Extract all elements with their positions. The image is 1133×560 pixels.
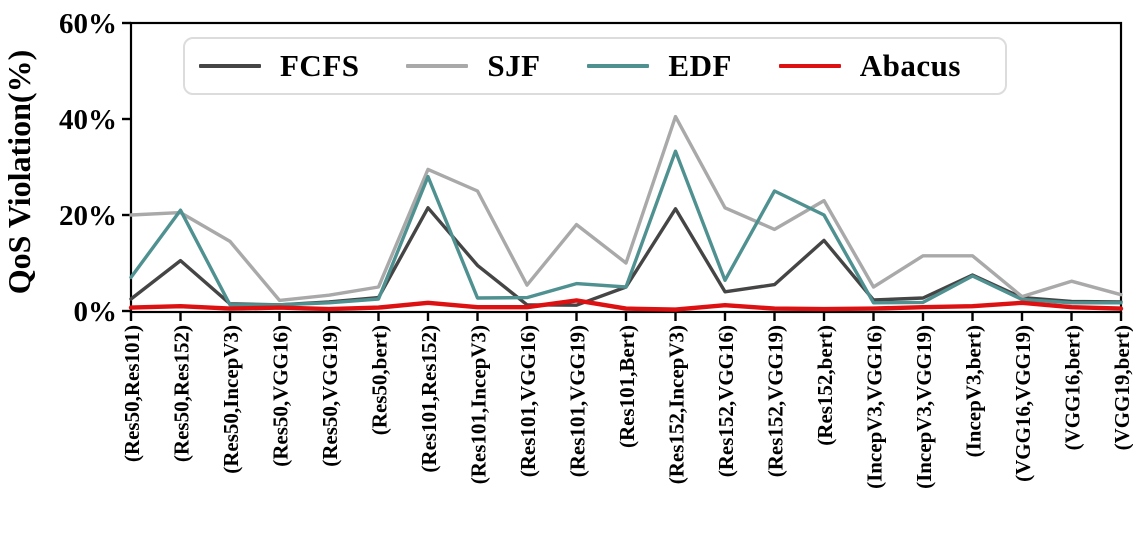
- series-line-edf: [129, 149, 1123, 307]
- x-tick-label: (Res50,VGG19): [318, 325, 342, 467]
- legend-label-fcfs: FCFS: [280, 48, 360, 83]
- x-tick-label: (Res152,bert): [813, 325, 837, 446]
- x-tick-label: (IncepV3,bert): [962, 325, 986, 457]
- x-tick-label: (Res101,Res152): [417, 325, 441, 473]
- series-line-abacus: [128, 298, 1124, 312]
- legend-line-sample-sjf: [406, 64, 469, 68]
- series-line-sjf: [129, 114, 1123, 303]
- x-tick-label: (Res101,Bert): [615, 325, 639, 448]
- y-tick-label: 40%: [59, 104, 117, 136]
- x-tick-label: (IncepV3,VGG19): [912, 325, 936, 489]
- chart-legend: FCFS SJF EDF Abacus: [183, 37, 1007, 95]
- x-tick-label: (VGG16,bert): [1061, 325, 1085, 450]
- x-tick-label: (Res152,VGG16): [714, 325, 738, 477]
- x-tick-label: (Res101,VGG16): [516, 325, 540, 477]
- x-tick-label: (Res101,VGG19): [566, 325, 590, 477]
- x-tick-label: (Res101,IncepV3): [467, 325, 491, 484]
- y-tick-label: 60%: [59, 8, 117, 40]
- legend-item-abacus: Abacus: [778, 48, 961, 84]
- y-axis-title: QoS Violation(%): [1, 50, 37, 294]
- x-tick-label: (Res152,IncepV3): [665, 325, 689, 484]
- legend-line-sample-edf: [587, 64, 650, 68]
- x-tick-label: (Res50,bert): [368, 325, 392, 435]
- x-tick-label: (IncepV3,VGG16): [863, 325, 887, 489]
- legend-line-sample-fcfs: [199, 64, 261, 68]
- legend-item-fcfs: FCFS: [199, 48, 360, 84]
- y-tick-label: 0%: [74, 296, 118, 328]
- legend-label-sjf: SJF: [487, 48, 541, 83]
- legend-item-sjf: SJF: [406, 48, 540, 84]
- legend-item-edf: EDF: [587, 48, 732, 84]
- x-tick-label: (Res50,Res101): [120, 325, 144, 462]
- x-tick-label: (Res50,IncepV3): [219, 325, 243, 474]
- legend-label-edf: EDF: [668, 48, 732, 83]
- x-tick-label: (Res50,VGG16): [269, 325, 293, 467]
- y-tick-label: 20%: [59, 200, 117, 232]
- legend-label-abacus: Abacus: [859, 48, 961, 83]
- x-tick-label: (VGG16,VGG19): [1011, 325, 1035, 482]
- x-tick-label: (Res152,VGG19): [764, 325, 788, 477]
- x-tick-label: (Res50,Res152): [170, 325, 194, 462]
- x-tick-label: (VGG19,bert): [1110, 325, 1133, 450]
- legend-line-sample-abacus: [778, 64, 841, 68]
